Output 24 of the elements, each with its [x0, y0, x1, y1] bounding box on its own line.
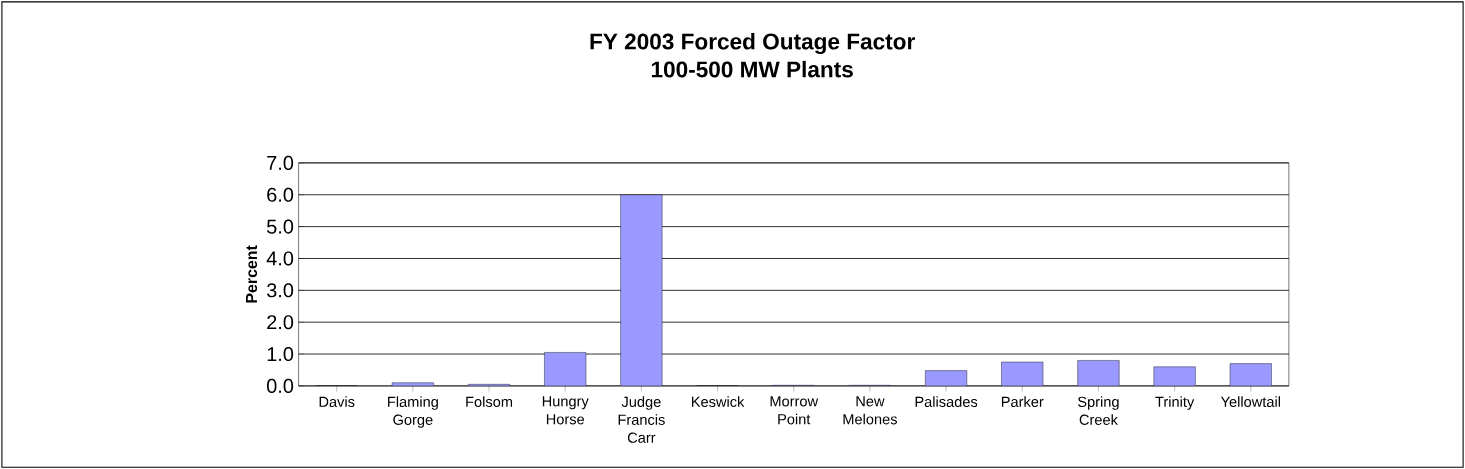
- x-tick-label: Folsom: [466, 396, 513, 407]
- y-tick-label: 1.0: [267, 346, 294, 362]
- y-tick-label: 4.0: [266, 251, 294, 266]
- x-tick-label: Morrow Point: [770, 396, 819, 425]
- x-tick-label: Trinity: [1155, 396, 1195, 410]
- y-tick-label: 2.0: [267, 315, 294, 330]
- x-tick-label: Davis: [319, 396, 355, 407]
- y-tick-label: 6.0: [267, 187, 294, 202]
- x-tick-label: Keswick: [691, 396, 745, 407]
- x-tick-label: Hungry Horse: [542, 396, 589, 425]
- x-tick-label: Spring Creek: [1077, 396, 1119, 425]
- y-tick-label: 0.0: [266, 378, 294, 393]
- y-tick-label: 5.0: [267, 219, 294, 234]
- chart-subtitle: 100-500 MW Plants: [651, 60, 853, 78]
- y-axis-title: Percent: [245, 245, 258, 303]
- y-tick-label: 7.0: [267, 155, 294, 170]
- x-tick-label: New Melones: [843, 396, 897, 425]
- chart-title: FY 2003 Forced Outage Factor: [590, 32, 915, 55]
- x-tick-label: Palisades: [915, 396, 978, 407]
- x-tick-label: Judge Francis Carr: [618, 396, 665, 443]
- x-tick-label: Yellowtail: [1220, 396, 1280, 407]
- x-tick-label: Parker: [1001, 396, 1044, 407]
- y-tick-label: 3.0: [266, 283, 294, 298]
- x-tick-label: Flaming Gorge: [388, 396, 438, 428]
